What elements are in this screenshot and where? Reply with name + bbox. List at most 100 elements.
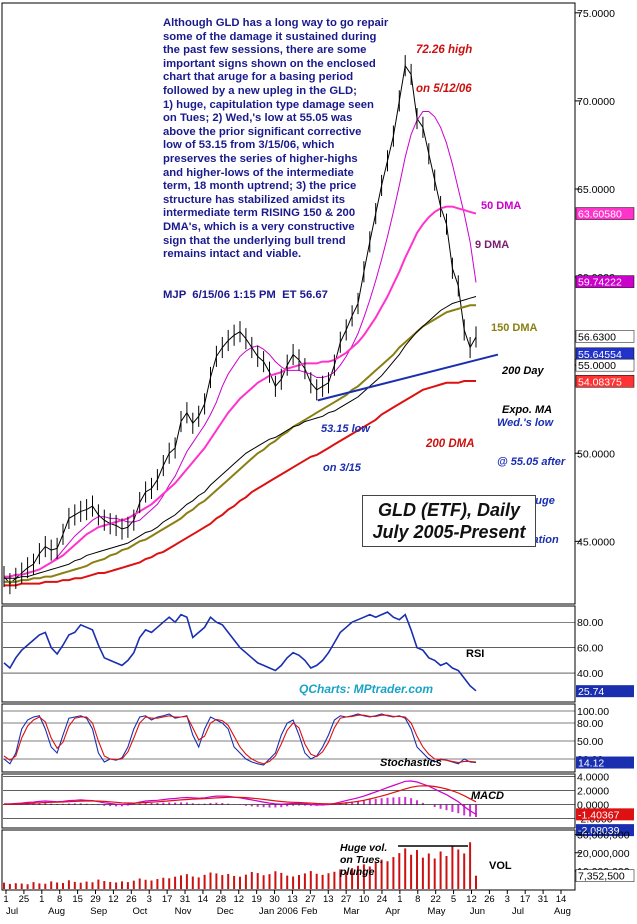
rsi-chart: 40.00 60.00 80.00 25.74 (3, 611, 634, 698)
commentary-line: preserves the series of higher-highs (163, 152, 358, 165)
commentary-line: some of the damage it sustained during (163, 30, 377, 43)
x-day-label: 31 (538, 894, 549, 905)
stochastic-value-label: 14.12 (578, 758, 604, 770)
ema200-label: 200 Day Expo. MA (502, 339, 552, 430)
panel-tick-label: 80.00 (577, 718, 603, 730)
price-series (3, 55, 477, 595)
x-month-label: Feb (301, 906, 317, 917)
series-line-200-dma (4, 380, 476, 587)
x-day-label: 1 (3, 894, 8, 905)
x-day-label: 27 (305, 894, 316, 905)
wed-low-line2: @ 55.05 after (497, 456, 566, 468)
x-axis: 1 25 1 8 15 29 12 26 3 17 31 14 28 12 19 30 13 27 13 27 10 24… (3, 890, 571, 917)
price-tick-label: 50.0000 (577, 448, 615, 460)
price-value-box (575, 330, 635, 343)
macd-panel (1, 773, 576, 829)
commentary-line: above the prior significant corrective (163, 125, 362, 138)
dma50-label: 50 DMA (481, 200, 522, 212)
price-value-box (575, 207, 635, 220)
commentary-line: the past few sessions, there are some (163, 44, 367, 57)
x-day-label: 26 (484, 894, 495, 905)
dma150-label: 150 DMA (491, 322, 538, 334)
price-value-label: 59.74222 (578, 277, 622, 289)
commentary-text: Although GLD has a long way to go repair… (163, 17, 403, 262)
price-tick-label: 65.0000 (577, 184, 615, 196)
volume-value-box (575, 869, 635, 882)
macd-signal-line (3, 785, 477, 805)
panel-tick-label: 2.0000 (577, 785, 609, 797)
x-day-label: 1 (39, 894, 44, 905)
x-day-label: 13 (323, 894, 334, 905)
x-day-label: 3 (505, 894, 510, 905)
x-day-label: 27 (341, 894, 352, 905)
price-value-label: 55.0000 (578, 360, 616, 372)
volume-note-line1: Huge vol. (340, 842, 388, 854)
x-day-label: 22 (430, 894, 441, 905)
x-day-label: 10 (359, 894, 370, 905)
commentary-line: Although GLD has a long way to go repair (163, 17, 389, 29)
dma200-label: 200 DMA (426, 438, 475, 450)
commentary-line: chart that aruge for a basing period (163, 71, 354, 84)
volume-tick-label: 30,000,000 (577, 830, 630, 842)
x-month-label: Jul (6, 906, 18, 917)
high-annotation-line2: on 5/12/06 (416, 83, 472, 95)
price-value-label: 55.64554 (578, 349, 622, 361)
macd-chart: -2.00000.00002.00004.0000-1.40367-2.0803… (3, 771, 634, 837)
volume-panel (1, 829, 576, 891)
commentary-line: remains intact and viable. (163, 248, 302, 261)
volume-tick-label: 20,000,000 (577, 848, 630, 860)
price-value-label: 56.6300 (578, 331, 616, 343)
price-value-box (575, 358, 635, 372)
series-line-200-day-expo-ma (4, 296, 477, 579)
rsi-line (3, 611, 477, 692)
stochastic-value-box (576, 756, 634, 769)
commentary-line: term, 18 month uptrend; 3) the price (163, 180, 357, 193)
x-month-label: Sep (90, 906, 107, 917)
x-day-label: 15 (72, 894, 83, 905)
x-month-label: Oct (132, 906, 147, 917)
x-day-label: 12 (108, 894, 119, 905)
price-value-label: 54.08375 (578, 376, 622, 388)
panel-tick-label: 50.00 (577, 736, 603, 748)
x-day-label: 13 (287, 894, 298, 905)
rsi-panel (1, 605, 576, 703)
x-month-label: Jun (470, 906, 485, 917)
dma9-label: 9 DMA (475, 239, 510, 251)
low-annotation: 53.15 low on 3/15 (321, 397, 370, 488)
commentary-line: intermediate term RISING 150 & 200 (163, 207, 356, 220)
low-annotation-line1: 53.15 low (321, 423, 370, 435)
volume-annotation: Huge vol. on Tues. plunge (340, 842, 387, 878)
price-tick-label: 75.0000 (577, 8, 615, 20)
commentary-line: and higher-lows of the intermediate (163, 166, 354, 179)
x-day-label: 26 (126, 894, 137, 905)
macd-value-box (576, 808, 634, 821)
volume-note-line2: on Tues. (340, 854, 383, 866)
series-line-150-dma (4, 304, 476, 583)
price-value-box (575, 275, 635, 288)
commentary-line: low of 53.15 from 3/15/06, which (163, 139, 335, 152)
stochastics-label: Stochastics (380, 757, 442, 769)
support-trendline (317, 353, 499, 402)
price-value-label: 63.60580 (578, 209, 622, 221)
commentary-line: structure has stabilized amidst its (163, 193, 346, 206)
ema200-label-line2: Expo. MA (502, 404, 553, 416)
stochastics-panel (1, 703, 576, 773)
series-line-50-dma (4, 205, 477, 578)
x-day-label: 14 (198, 894, 209, 905)
x-month-label: Apr (385, 906, 400, 917)
price-tick-label: 70.0000 (577, 96, 615, 108)
rsi-value-box (576, 685, 634, 698)
x-day-label: 14 (556, 894, 567, 905)
x-day-label: 29 (90, 894, 101, 905)
panel-tick-label: 40.00 (577, 668, 603, 680)
macd-label: MACD (471, 790, 504, 802)
panel-tick-label: 100.00 (577, 706, 609, 718)
x-day-label: 25 (19, 894, 30, 905)
panel-tick-label: 60.00 (577, 643, 603, 655)
chart-title-box: GLD (ETF), Daily July 2005-Present (362, 495, 536, 547)
ema200-label-line1: 200 Day (502, 365, 544, 377)
wed-low-line1: Wed.'s low (497, 417, 554, 429)
x-month-label: May (428, 906, 446, 917)
commentary-signature: MJP 6/15/06 1:15 PM ET 56.67 (163, 289, 328, 301)
